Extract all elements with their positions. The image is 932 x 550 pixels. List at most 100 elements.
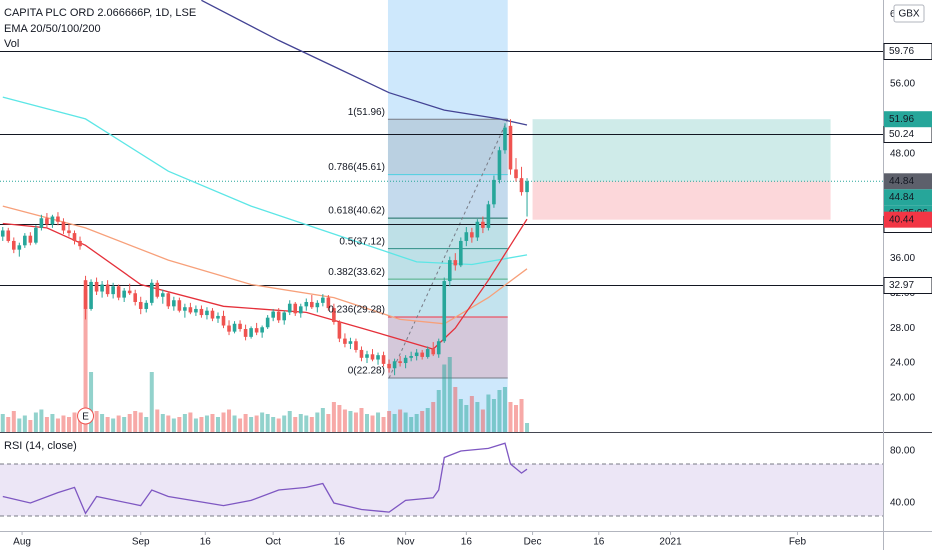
volume-bar: [265, 414, 270, 432]
candle-body: [414, 352, 419, 357]
candle-body: [470, 232, 474, 238]
fib-label: 1(51.96): [348, 107, 385, 118]
candle-body: [492, 179, 496, 205]
candle-body: [155, 282, 160, 297]
position-stop-zone: [532, 181, 831, 220]
candle-body: [298, 306, 303, 314]
rsi-tick-label: 80.00: [890, 446, 915, 457]
volume-bar: [315, 412, 320, 432]
candle-body: [387, 363, 391, 369]
volume-bar: [22, 415, 27, 432]
volume-bar: [28, 420, 33, 432]
volume-bar: [61, 415, 66, 432]
volume-bar: [436, 390, 441, 432]
rsi-line: [2, 442, 528, 515]
candle-body: [177, 300, 182, 311]
volume-bar: [458, 399, 463, 432]
y-tick-label: 24.00: [890, 358, 915, 369]
volume-bar: [486, 394, 491, 432]
x-tick-label: Oct: [265, 537, 281, 548]
volume-bar: [232, 415, 237, 432]
main-pane: [0, 0, 883, 517]
price-label-bg: [883, 277, 932, 294]
volume-bar: [39, 409, 44, 432]
volume-bar: [33, 412, 38, 432]
volume-bar: [425, 408, 430, 432]
volume-bar: [342, 409, 347, 432]
candle-body: [210, 310, 215, 319]
candle-body: [232, 323, 237, 332]
candle-body: [354, 341, 358, 350]
candle-body: [486, 204, 491, 228]
candle-body: [436, 341, 441, 355]
volume-bar: [276, 418, 281, 432]
volume-bar: [370, 415, 375, 432]
volume-bar: [519, 399, 524, 432]
volume-bar: [320, 408, 325, 432]
currency-badge[interactable]: [893, 4, 925, 23]
volume-bar: [387, 411, 392, 432]
volume-bar: [193, 418, 198, 432]
candle-body: [6, 230, 11, 241]
currency[interactable]: GBX: [898, 9, 919, 20]
candle-body: [78, 240, 82, 247]
volume-bar: [364, 414, 369, 432]
candle-body: [17, 245, 22, 250]
x-tick-label: 16: [593, 537, 605, 548]
volume-bar: [431, 402, 436, 432]
fib-zone: [387, 119, 508, 175]
volume-bar: [403, 412, 408, 432]
volume-bar: [66, 417, 71, 432]
target-price-label: 51.96: [889, 114, 914, 125]
candle-body: [420, 352, 424, 357]
volume-bar: [160, 414, 165, 432]
candle-body: [370, 354, 375, 360]
volume-bar: [0, 414, 5, 432]
x-tick-label: Dec: [524, 537, 542, 548]
candle-body: [28, 235, 33, 243]
volume-bar: [304, 415, 309, 432]
candle-body: [67, 230, 71, 234]
volume-bar: [199, 417, 204, 432]
indicator-label: EMA 20/50/100/200: [4, 23, 101, 35]
volume-bar: [508, 402, 513, 432]
candle-body: [111, 286, 115, 295]
volume-bar: [182, 414, 187, 432]
volume-bar: [298, 414, 303, 432]
candle-body: [409, 356, 413, 358]
candle-body: [243, 329, 248, 337]
volume-bar: [72, 412, 77, 432]
candle-body: [398, 361, 402, 364]
candle-body: [343, 338, 347, 344]
candle-body: [514, 169, 518, 179]
candle-body: [376, 355, 380, 360]
candle-body: [475, 221, 480, 238]
position-target-zone: [532, 119, 831, 182]
candle-body: [321, 297, 325, 303]
candle-body: [11, 240, 16, 250]
candle-body: [503, 127, 507, 151]
fib-zone: [387, 279, 508, 317]
volume-bar: [326, 414, 331, 432]
ema-line: [2, 96, 528, 266]
y-tick-label: 48.00: [890, 148, 915, 159]
volume-bar: [409, 417, 414, 432]
earnings-label[interactable]: E: [82, 412, 89, 423]
volume-bar: [100, 414, 105, 432]
volume-bar: [353, 412, 358, 432]
volume-bar: [44, 417, 49, 432]
volume-bar: [287, 411, 292, 432]
overlay: 64.0056.0048.0036.0032.0028.0024.0020.00…: [13, 9, 932, 548]
candle-body: [0, 230, 5, 237]
fib-label: 0(22.28): [348, 366, 385, 377]
volume-bar: [331, 402, 336, 432]
x-tick-label: 2021: [659, 537, 682, 548]
candle-body: [50, 216, 55, 225]
volume-bar: [221, 412, 226, 432]
stop-price-label-bg: [884, 211, 932, 228]
earnings-marker[interactable]: [77, 407, 95, 425]
candle-body: [425, 349, 430, 357]
candle-body: [249, 328, 253, 337]
candle-body: [337, 322, 342, 339]
